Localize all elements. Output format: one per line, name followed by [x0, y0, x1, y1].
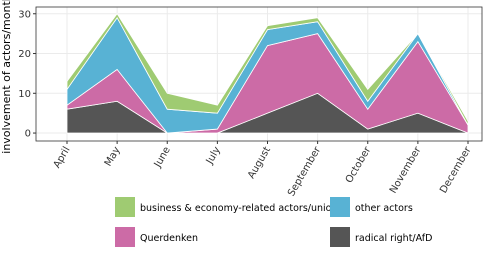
legend-label: other actors — [355, 203, 413, 214]
x-tick-label: April — [52, 145, 73, 170]
y-tick-label: 0 — [25, 129, 31, 140]
legend-label: business & economy-related actors/unions — [140, 203, 342, 214]
y-tick-label: 10 — [18, 89, 31, 100]
x-tick-label: July — [204, 145, 223, 167]
x-tick-label: September — [286, 144, 324, 198]
plot-border — [35, 6, 483, 142]
y-tick-label: 20 — [18, 49, 31, 60]
x-tick-label: June — [152, 145, 173, 170]
y-axis-label: involvement of actors/month — [0, 0, 13, 154]
x-tick-label: November — [388, 144, 424, 195]
legend-swatch — [115, 197, 135, 217]
x-tick-label: August — [246, 145, 273, 181]
legend-label: radical right/AfD — [355, 233, 432, 244]
area — [66, 13, 469, 126]
legend-swatch — [115, 227, 135, 247]
x-tick-label: May — [103, 145, 123, 168]
legend-swatch — [330, 197, 350, 217]
legend-label: Querdenken — [140, 233, 198, 244]
y-tick-label: 30 — [18, 9, 31, 20]
x-tick-label: December — [438, 144, 474, 195]
x-tick-label: October — [344, 144, 374, 185]
legend-swatch — [330, 227, 350, 247]
